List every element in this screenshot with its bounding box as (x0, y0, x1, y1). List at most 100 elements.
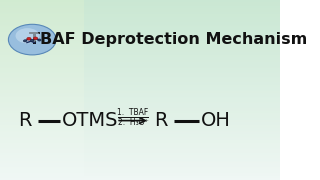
Bar (84, 73, 280, 74)
Bar (0, 23, 280, 24)
Bar (84, 127, 280, 128)
Bar (84, 66, 280, 67)
Bar (84, 39, 280, 40)
Bar (84, 78, 280, 79)
Bar (84, 18, 280, 19)
Bar (84, 43, 280, 44)
Circle shape (16, 28, 39, 43)
Bar (0, 88, 280, 89)
Bar (0, 6, 280, 7)
Bar (0, 70, 280, 71)
Bar (84, 168, 280, 169)
Bar (84, 179, 280, 180)
Bar (0, 50, 280, 51)
Bar (0, 46, 280, 47)
Bar (0, 91, 280, 92)
Bar (84, 74, 280, 75)
Bar (0, 116, 280, 117)
Bar (84, 86, 280, 87)
Bar (84, 132, 280, 133)
Bar (0, 67, 280, 68)
Bar (84, 162, 280, 163)
Bar (84, 69, 280, 70)
Bar (0, 135, 280, 136)
Bar (0, 101, 280, 102)
Bar (0, 51, 280, 52)
Bar (84, 22, 280, 23)
Bar (0, 114, 280, 115)
Bar (84, 171, 280, 172)
Bar (0, 115, 280, 116)
Bar (84, 118, 280, 119)
Bar (84, 92, 280, 93)
Bar (84, 114, 280, 115)
Bar (0, 121, 280, 122)
Text: TBAF Deprotection Mechanism: TBAF Deprotection Mechanism (29, 32, 307, 47)
Bar (0, 53, 280, 54)
Bar (84, 83, 280, 84)
Bar (0, 119, 280, 120)
Bar (0, 175, 280, 176)
Bar (0, 45, 280, 46)
Bar (0, 60, 280, 61)
Bar (84, 59, 280, 60)
Bar (84, 14, 280, 15)
Bar (84, 139, 280, 140)
Bar (0, 122, 280, 123)
Bar (84, 134, 280, 135)
Bar (0, 72, 280, 73)
Bar (84, 152, 280, 153)
Bar (0, 84, 280, 85)
Bar (0, 158, 280, 159)
Bar (0, 93, 280, 94)
Bar (84, 159, 280, 160)
Bar (0, 143, 280, 144)
Bar (0, 10, 280, 11)
Bar (0, 128, 280, 129)
Bar (84, 35, 280, 36)
Bar (84, 109, 280, 110)
Bar (0, 19, 280, 20)
Bar (84, 30, 280, 31)
Bar (84, 75, 280, 76)
Bar (0, 83, 280, 84)
Bar (0, 30, 280, 31)
Bar (84, 88, 280, 89)
Bar (84, 130, 280, 131)
Text: 2.  H₃O⁺: 2. H₃O⁺ (118, 118, 148, 127)
Bar (0, 163, 280, 164)
Bar (0, 105, 280, 106)
Bar (84, 47, 280, 48)
Bar (0, 137, 280, 138)
Bar (0, 44, 280, 45)
Bar (0, 73, 280, 74)
Bar (0, 65, 280, 66)
Bar (84, 174, 280, 175)
Bar (0, 177, 280, 178)
Bar (84, 148, 280, 149)
Bar (0, 156, 280, 157)
Bar (84, 117, 280, 118)
Bar (0, 36, 280, 37)
Bar (0, 28, 280, 29)
Bar (0, 48, 280, 49)
Bar (84, 133, 280, 134)
Bar (84, 2, 280, 3)
Bar (84, 36, 280, 37)
Bar (84, 45, 280, 46)
Bar (0, 32, 280, 33)
Bar (84, 15, 280, 16)
Bar (0, 118, 280, 119)
Bar (0, 108, 280, 109)
Bar (84, 143, 280, 144)
Bar (84, 136, 280, 137)
Bar (84, 9, 280, 10)
Bar (84, 28, 280, 29)
Bar (84, 49, 280, 50)
Bar (0, 12, 280, 13)
Bar (0, 71, 280, 72)
Bar (0, 78, 280, 79)
Bar (0, 25, 280, 26)
Bar (0, 80, 280, 81)
Bar (0, 59, 280, 60)
